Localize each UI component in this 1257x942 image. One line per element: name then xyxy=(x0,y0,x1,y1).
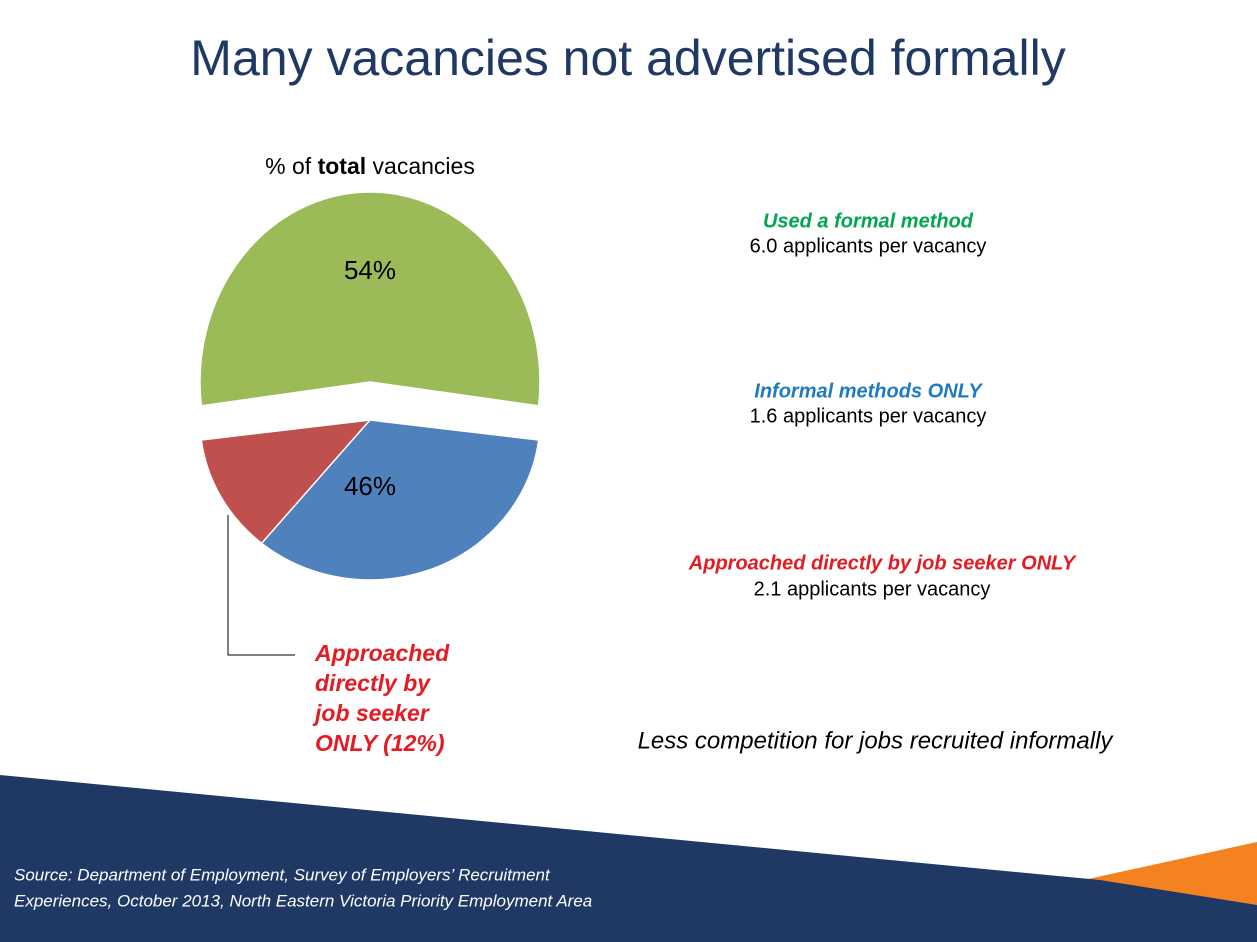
title-part: total xyxy=(318,153,367,179)
category-detail: 2.1 applicants per vacancy xyxy=(754,578,991,600)
pie-sub-slice xyxy=(200,419,372,545)
callout-label: job seeker xyxy=(312,700,430,726)
callout-line xyxy=(227,515,295,656)
pie: 54% 46% Approached directly by job seeker ONL… xyxy=(199,191,541,756)
category-label: Used a formal method xyxy=(763,210,974,232)
slide-title: Many vacancies not advertised formally xyxy=(190,30,1065,86)
navy-band xyxy=(0,775,1257,942)
slice-label: 46% xyxy=(344,471,396,501)
chart-title: % of total vacancies xyxy=(265,153,475,179)
source: Experiences, October 2013, North Eastern… xyxy=(14,891,592,910)
category-detail: 6.0 applicants per vacancy xyxy=(750,235,987,257)
callout-label: directly by xyxy=(315,670,431,696)
note: Less competition for jobs recruited info… xyxy=(638,727,1115,754)
category-label: Informal methods ONLY xyxy=(754,380,983,402)
slice-label: 54% xyxy=(344,255,396,285)
category-label: Approached directly by job seeker ONLY xyxy=(688,552,1077,574)
source: Source: Department of Employment, Survey… xyxy=(14,865,551,884)
callout-label: Approached xyxy=(314,640,450,666)
title-part: vacancies xyxy=(373,153,475,179)
title-part: % of xyxy=(265,153,312,179)
category-detail: 1.6 applicants per vacancy xyxy=(750,405,987,427)
pie-slice xyxy=(199,191,541,407)
callout-label: ONLY (12%) xyxy=(315,730,445,756)
